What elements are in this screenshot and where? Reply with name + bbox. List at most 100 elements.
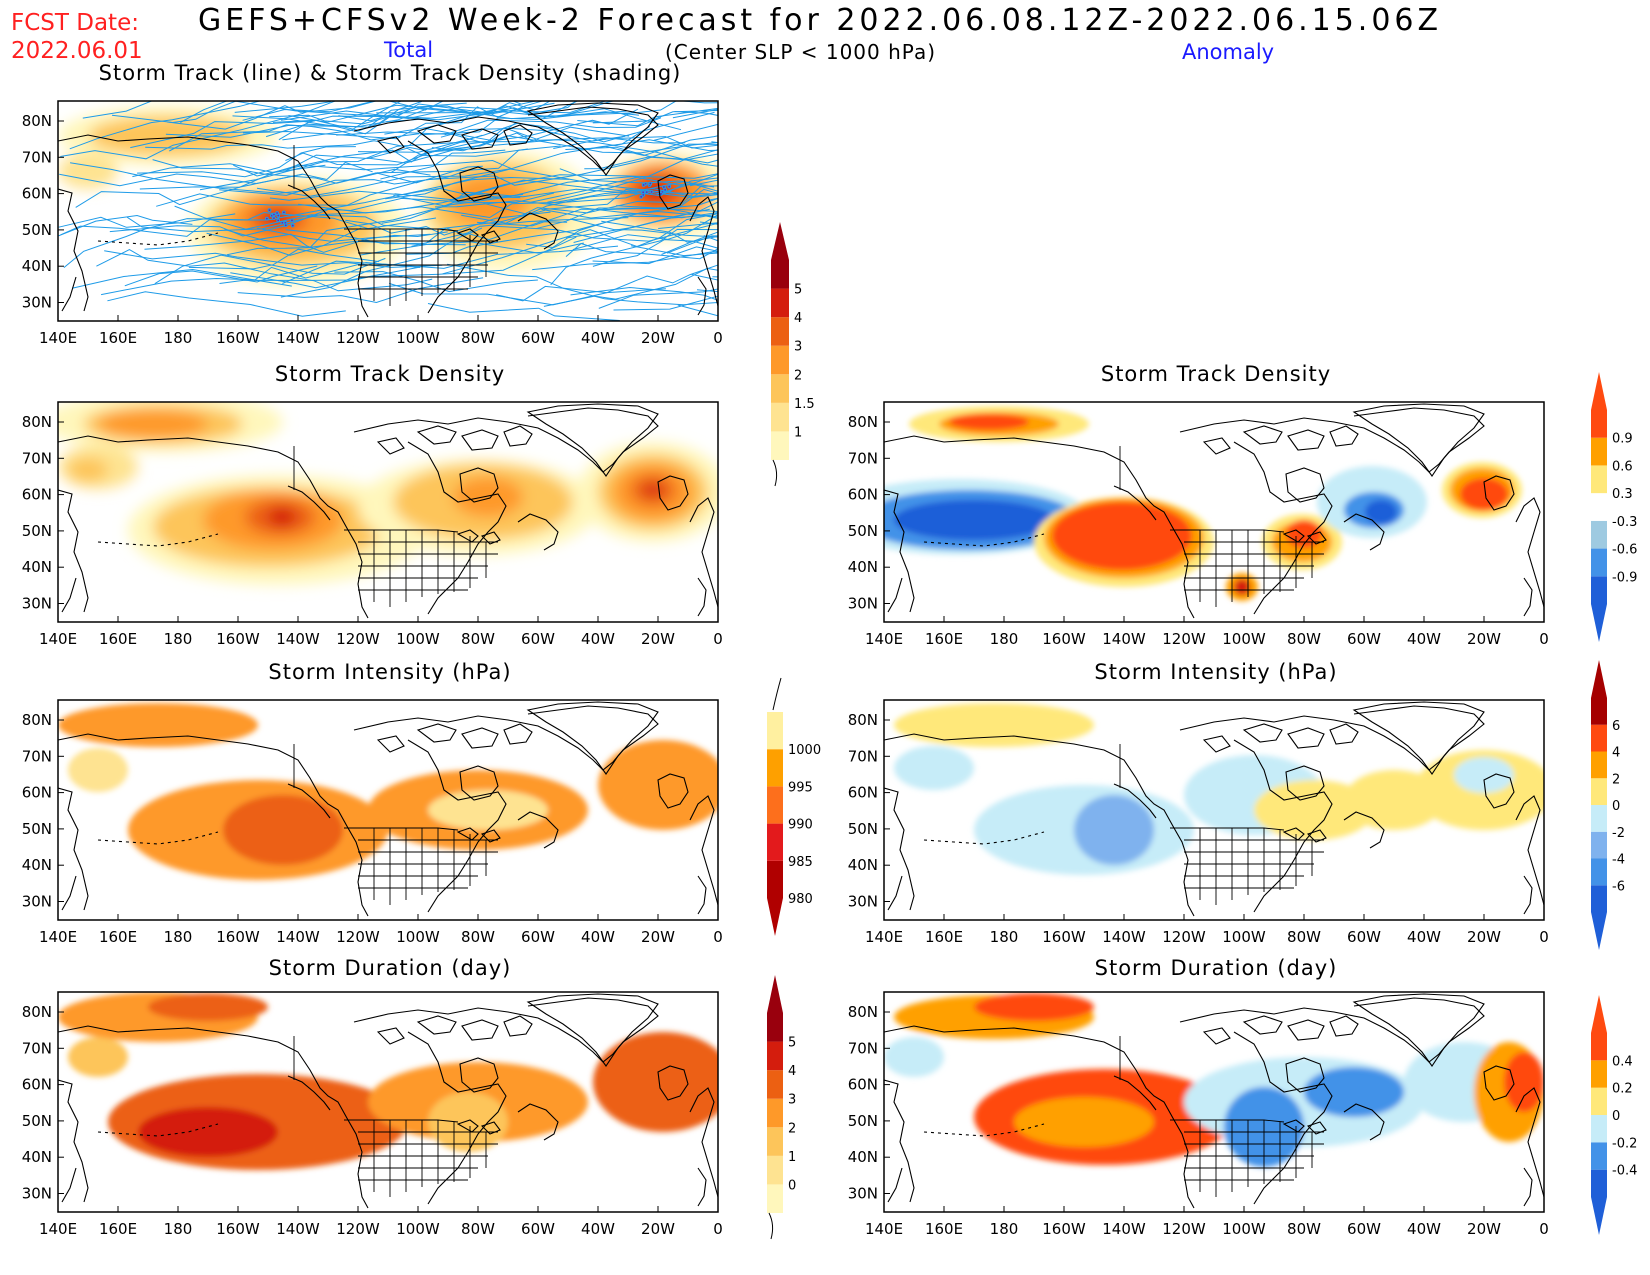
shade-cell — [1254, 780, 1374, 840]
lon-tick-label: 160W — [216, 329, 260, 347]
fcst-date-value: 2022.06.01 — [11, 38, 143, 64]
lat-tick-label: 70N — [848, 1039, 878, 1057]
colorbar-swatch — [767, 786, 783, 824]
colorbar-tick-label: 2 — [1612, 772, 1620, 787]
shade-cell — [148, 993, 268, 1021]
lon-tick-label: 180 — [164, 928, 193, 946]
panel-frame — [883, 699, 1545, 921]
colorbar-tick-label: 4 — [788, 1064, 796, 1079]
colorbar-swatch — [1591, 1169, 1607, 1197]
track-point — [272, 212, 276, 217]
track-line — [461, 185, 718, 224]
track-line — [282, 101, 522, 141]
track-line — [70, 162, 483, 194]
track-line — [424, 101, 538, 130]
lon-tick-label: 160W — [216, 630, 260, 648]
lat-tick-label: 80N — [22, 1003, 52, 1021]
track-line — [532, 251, 718, 271]
lon-tick-label: 140W — [1102, 1220, 1146, 1238]
colorbar-arrow-top — [767, 975, 783, 1013]
shade-cell — [884, 1037, 944, 1077]
colorbar-swatch — [1591, 548, 1607, 577]
track-line — [546, 188, 718, 205]
shade-cell — [593, 1032, 718, 1132]
anomaly-label: Anomaly — [1182, 40, 1274, 64]
lon-tick-label: 40W — [581, 1220, 615, 1238]
lat-tick-label: 70N — [22, 747, 52, 765]
track-line — [156, 180, 423, 207]
main-title: GEFS+CFSv2 Week-2 Forecast for 2022.06.0… — [198, 3, 1438, 38]
shade-cell — [68, 1037, 128, 1077]
track-line — [440, 128, 686, 144]
shade-cell — [98, 410, 208, 438]
lon-tick-label: 20W — [641, 630, 675, 648]
track-line — [284, 147, 528, 172]
lon-tick-label: 80W — [461, 630, 495, 648]
track-line — [107, 291, 346, 317]
panel-density-total: Storm Track Density 140E 160E 180 160W 140W 12… — [22, 362, 723, 648]
lon-tick-label: 180 — [164, 630, 193, 648]
lon-tick-label: 160W — [1042, 630, 1086, 648]
lat-tick-label: 60N — [848, 486, 878, 504]
lat-tick-label: 60N — [22, 784, 52, 802]
lon-tick-label: 60W — [1347, 928, 1381, 946]
track-line — [530, 177, 718, 203]
colorbar-swatch — [767, 1127, 783, 1156]
colorbar-tick-label: 1.5 — [794, 397, 815, 412]
track-line — [219, 169, 470, 196]
lon-tick-label: 80W — [1287, 928, 1321, 946]
track-point — [641, 183, 646, 187]
lon-tick-label: 120W — [1162, 630, 1206, 648]
shade-cell — [58, 153, 118, 189]
lat-tick-label: 40N — [22, 257, 52, 275]
track-line — [237, 277, 484, 304]
panel-title: Storm Duration (day) — [269, 956, 512, 980]
lon-tick-label: 160E — [925, 928, 963, 946]
panel-frame — [883, 991, 1545, 1213]
colorbar-tick-label: -0.6 — [1612, 543, 1637, 558]
colorbar-swatch — [767, 1098, 783, 1128]
colorbar-swatch — [767, 860, 783, 898]
track-line — [69, 101, 262, 150]
lon-tick-label: 140E — [865, 1220, 903, 1238]
lat-tick-label: 80N — [22, 413, 52, 431]
track-line — [71, 268, 292, 289]
colorbar-tick-label: 4 — [1612, 746, 1620, 761]
lon-tick-label: 0 — [713, 928, 723, 946]
shade-cell — [223, 795, 343, 865]
lon-tick-label: 100W — [1222, 928, 1266, 946]
lat-tick-label: 30N — [22, 1185, 52, 1203]
lon-tick-label: 20W — [641, 1220, 675, 1238]
track-point — [644, 190, 649, 195]
lon-tick-label: 180 — [164, 329, 193, 347]
lon-tick-label: 0 — [713, 329, 723, 347]
track-line — [388, 264, 718, 306]
track-line — [630, 245, 718, 257]
lon-tick-label: 40W — [1407, 928, 1441, 946]
lat-tick-label: 30N — [22, 893, 52, 911]
colorbar-tick-label: -6 — [1612, 879, 1625, 894]
shade-cell — [138, 1107, 278, 1157]
track-line — [60, 218, 212, 237]
colorbar-tick-label: 985 — [788, 855, 813, 870]
lon-tick-label: 100W — [396, 1220, 440, 1238]
lat-tick-label: 40N — [848, 856, 878, 874]
shade-cell — [453, 477, 523, 517]
track-line — [188, 248, 380, 270]
panel-title: Storm Intensity (hPa) — [1094, 660, 1337, 684]
colorbar-arrow-bottom — [767, 898, 783, 936]
panel-title: Storm Duration (day) — [1095, 956, 1338, 980]
shade-cell — [88, 116, 248, 156]
track-point — [283, 223, 288, 228]
track-line — [553, 136, 718, 149]
colorbar-arrow-top — [1591, 995, 1607, 1033]
panel-frame — [57, 401, 719, 623]
lat-tick-label: 50N — [848, 1112, 878, 1130]
panel-track-total: Storm Track (line) & Storm Track Density… — [22, 61, 723, 347]
colorbar-swatch — [1591, 465, 1607, 494]
colorbar-tick-label: 0.4 — [1612, 1054, 1633, 1069]
lon-tick-label: 20W — [1467, 928, 1501, 946]
track-line — [357, 122, 560, 153]
track-line — [154, 254, 386, 285]
lon-tick-label: 160E — [99, 1220, 137, 1238]
